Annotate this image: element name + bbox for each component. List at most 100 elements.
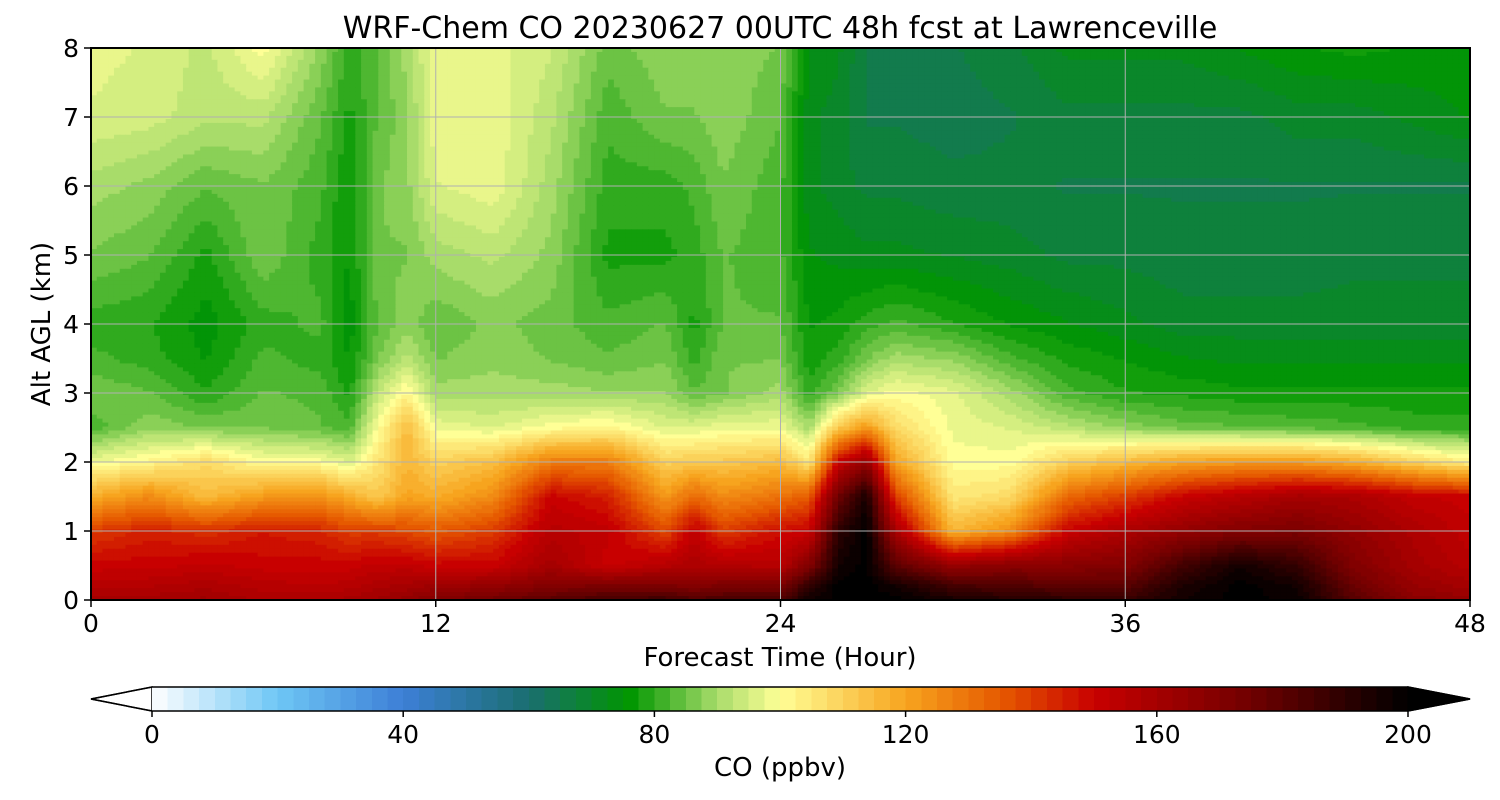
contour-cell [982, 56, 988, 61]
contour-cell [235, 60, 241, 65]
contour-cell [1074, 68, 1080, 73]
contour-cell [229, 60, 235, 65]
contour-cell [993, 68, 999, 73]
contour-cell [229, 68, 235, 73]
contour-cell [361, 52, 367, 57]
contour-cell [700, 56, 706, 61]
contour-cell [1321, 52, 1327, 57]
contour-cell [1177, 52, 1183, 57]
contour-cell [275, 52, 281, 57]
contour-cell [396, 52, 402, 57]
contour-cell [913, 68, 919, 73]
contour-cell [528, 64, 534, 69]
contour-cell [1016, 60, 1022, 65]
contour-cell [849, 60, 855, 65]
contour-cell [1234, 64, 1240, 69]
contour-cell [1263, 60, 1269, 65]
contour-cell [1051, 64, 1057, 69]
contour-cell [1326, 56, 1332, 61]
contour-cell [1039, 60, 1045, 65]
contour-cell [1194, 52, 1200, 57]
contour-cell [993, 56, 999, 61]
contour-cell [1436, 64, 1442, 69]
contour-cell [212, 52, 218, 57]
contour-cell [1188, 52, 1194, 57]
contour-cell [706, 68, 712, 73]
contour-cell [993, 52, 999, 57]
contour-cell [459, 68, 465, 73]
contour-cell [315, 64, 321, 69]
contour-cell [1091, 64, 1097, 69]
contour-cell [924, 52, 930, 57]
contour-cell [849, 64, 855, 69]
contour-cell [1269, 60, 1275, 65]
contour-cell [1154, 52, 1160, 57]
contour-cell [1097, 64, 1103, 69]
contour-cell [815, 52, 821, 57]
contour-cell [114, 64, 120, 69]
contour-cell [867, 56, 873, 61]
contour-cell [378, 64, 384, 69]
contour-cell [384, 68, 390, 73]
contour-cell [1395, 60, 1401, 65]
contour-cell [781, 68, 787, 73]
contour-cell [1395, 64, 1401, 69]
contour-cell [367, 56, 373, 61]
contour-cell [815, 68, 821, 73]
contour-cell [706, 56, 712, 61]
contour-cell [671, 56, 677, 61]
contour-cell [487, 60, 493, 65]
contour-cell [1332, 52, 1338, 57]
contour-cell [350, 60, 356, 65]
contour-cell [1131, 52, 1137, 57]
contour-cell [344, 56, 350, 61]
contour-cell [298, 60, 304, 65]
chart: WRF-Chem CO 20230627 00UTC 48h fcst at L… [0, 0, 1500, 800]
contour-cell [798, 64, 804, 69]
contour-cell [281, 68, 287, 73]
contour-cell [1326, 60, 1332, 65]
contour-cell [361, 64, 367, 69]
contour-cell [792, 52, 798, 57]
contour-cell [620, 56, 626, 61]
contour-cell [1378, 52, 1384, 57]
contour-cell [114, 68, 120, 73]
contour-cell [424, 56, 430, 61]
contour-cell [689, 64, 695, 69]
contour-cell [1430, 52, 1436, 57]
contour-cell [884, 68, 890, 73]
contour-cell [1114, 56, 1120, 61]
contour-cell [131, 52, 137, 57]
contour-cell [821, 68, 827, 73]
contour-cell [378, 52, 384, 57]
contour-cell [436, 68, 442, 73]
contour-cell [1367, 60, 1373, 65]
contour-cell [516, 68, 522, 73]
contour-cell [562, 52, 568, 57]
contour-cell [516, 56, 522, 61]
contour-cell [355, 56, 361, 61]
contour-cell [1171, 64, 1177, 69]
contour-cell [229, 64, 235, 69]
contour-cell [1097, 52, 1103, 57]
contour-cell [1263, 52, 1269, 57]
contour-cell [844, 56, 850, 61]
contour-cell [464, 68, 470, 73]
contour-cell [1079, 60, 1085, 65]
contour-cell [867, 64, 873, 69]
contour-cell [315, 52, 321, 57]
contour-cell [1188, 64, 1194, 69]
contour-cell [786, 52, 792, 57]
contour-cell [292, 56, 298, 61]
contour-cell [614, 56, 620, 61]
contour-cell [344, 64, 350, 69]
contour-cell [1263, 64, 1269, 69]
contour-cell [959, 68, 965, 73]
contour-cell [591, 64, 597, 69]
contour-cell [424, 68, 430, 73]
contour-cell [694, 60, 700, 65]
contour-cell [1338, 52, 1344, 57]
contour-cell [1280, 64, 1286, 69]
contour-cell [763, 64, 769, 69]
contour-cell [1390, 56, 1396, 61]
